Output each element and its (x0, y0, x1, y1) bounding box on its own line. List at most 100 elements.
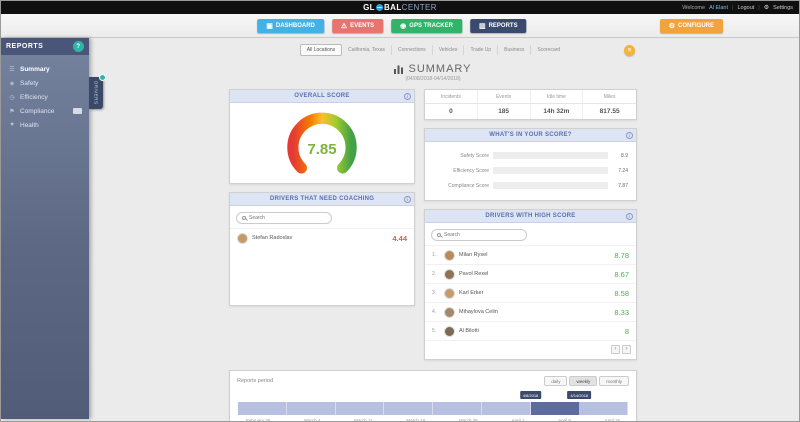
efficiency-score-value: 7.24 (618, 167, 628, 174)
driver-score: 8 (624, 326, 629, 336)
high-score-row[interactable]: 2. Pavol Rexel 8.67 (425, 264, 636, 283)
high-score-search-input[interactable] (444, 232, 521, 238)
tab-california-texas[interactable]: California, Texas (342, 45, 393, 55)
info-icon[interactable]: i (626, 212, 633, 220)
efficiency-score-track (493, 167, 608, 174)
welcome-label: Welcome (682, 4, 706, 11)
dashboard-button[interactable]: ▣ DASHBOARD (257, 19, 324, 33)
info-icon[interactable]: i (404, 195, 411, 203)
tab-business[interactable]: Business (498, 45, 532, 55)
reports-icon: ▥ (478, 22, 486, 30)
coaching-row[interactable]: Stefan Radoslav 4.44 (230, 228, 414, 247)
timeline-track[interactable] (238, 402, 628, 415)
daily-button[interactable]: daily (544, 376, 568, 386)
reports-period-card: Reports period daily weekly monthly 4/8/… (229, 370, 637, 422)
info-icon[interactable]: i (626, 131, 633, 139)
high-score-row[interactable]: 4. Mihaylova Celin 8.33 (425, 302, 636, 321)
sidebar-item-label: Summary (20, 65, 50, 73)
rank: 1. (432, 252, 437, 258)
driver-score: 8.67 (614, 269, 629, 279)
username: Al Elant (709, 4, 729, 11)
configure-icon: ⚙ (668, 22, 675, 30)
summary-icon: ☰ (9, 66, 15, 73)
timeline-segment (579, 402, 628, 415)
divider: | (732, 4, 734, 11)
axis-label: February 25 (246, 418, 271, 422)
axis-label: March 4 (304, 418, 321, 422)
drivers-badge-icon (99, 74, 106, 81)
idle-time-value: 14h 32m (531, 104, 584, 119)
logout-link[interactable]: Logout (737, 4, 755, 11)
sidebar-item-compliance[interactable]: ⚑ Compliance (1, 104, 89, 118)
high-score-row[interactable]: 3. Karl Erker 8.58 (425, 283, 636, 302)
logo-text-bal: BAL (383, 3, 402, 12)
coaching-search[interactable] (236, 212, 332, 224)
tab-trade-up[interactable]: Trade Up (464, 45, 499, 55)
high-score-row[interactable]: 5. Al Bilotti 8 (425, 321, 636, 340)
axis-label: March 18 (406, 418, 426, 422)
axis-label: April 8 (558, 418, 571, 422)
divider: | (758, 4, 760, 11)
driver-score: 4.44 (392, 233, 407, 243)
rank: 2. (432, 271, 437, 277)
events-label: Events (477, 90, 531, 104)
gauge-arc (287, 112, 357, 174)
sidebar-item-efficiency[interactable]: ◷ Efficiency (1, 90, 89, 104)
score-breakdown-title: WHAT'S IN YOUR SCORE? (489, 132, 572, 138)
score-breakdown-card: WHAT'S IN YOUR SCORE? i Safety Score 8.9… (424, 128, 637, 201)
sidebar-help-icon[interactable]: ? (73, 41, 84, 52)
app-logo: GL BAL CENTER (363, 1, 437, 14)
safety-score-row: Safety Score 8.9 (429, 148, 632, 163)
timeline-segment (433, 402, 482, 415)
reports-button[interactable]: ▥ REPORTS (469, 19, 527, 33)
avatar (444, 325, 455, 337)
gps-tracker-button[interactable]: ◉ GPS TRACKER (391, 19, 462, 33)
gps-tracker-label: GPS TRACKER (409, 23, 453, 29)
high-score-search[interactable] (431, 229, 527, 241)
tab-connections[interactable]: Connections (392, 45, 433, 55)
info-icon[interactable]: i (404, 92, 411, 100)
score-gauge: 7.85 (230, 103, 414, 183)
events-button[interactable]: ⚠ EVENTS (331, 19, 384, 33)
settings-link[interactable]: Settings (773, 4, 793, 11)
globe-icon (375, 4, 383, 11)
axis-label: April 1 (511, 418, 525, 422)
selected-range-handle[interactable] (530, 402, 580, 415)
high-score-row[interactable]: 1. Milan Rysel 8.78 (425, 245, 636, 264)
compliance-score-label: Compliance Score (448, 182, 489, 189)
sidebar-item-summary[interactable]: ☰ Summary (1, 62, 89, 76)
driver-name: Mihaylova Celin (459, 309, 498, 315)
miles-value: 817.55 (599, 108, 620, 115)
safety-score-value: 8.9 (621, 152, 628, 159)
quick-menu-icon[interactable]: ≡ (624, 45, 635, 56)
tab-vehicles[interactable]: Vehicles (433, 45, 465, 55)
efficiency-score-row: Efficiency Score 7.24 (429, 163, 632, 178)
tab-all-locations[interactable]: All Locations (299, 44, 343, 56)
overall-score-header: OVERALL SCORE i (230, 90, 414, 103)
sidebar-item-safety[interactable]: ◈ Safety (1, 76, 89, 90)
tab-scorecard[interactable]: Scorecard (537, 47, 561, 53)
settings-gear-icon: ⚙ (763, 5, 770, 11)
configure-button[interactable]: ⚙ CONFIGURE (659, 19, 723, 33)
avatar (237, 232, 248, 244)
sidebar-item-health[interactable]: ♥ Health (1, 118, 89, 132)
weekly-button[interactable]: weekly (569, 376, 598, 386)
safety-score-label: Safety Score (460, 152, 489, 159)
sidebar-item-label: Health (20, 121, 39, 129)
drivers-flyout-tab[interactable]: DRIVERS (89, 74, 106, 109)
coaching-search-input[interactable] (249, 215, 326, 221)
timeline-segment (287, 402, 336, 415)
prev-page-button[interactable]: ‹ (611, 345, 620, 354)
safety-score-track (493, 152, 608, 159)
axis-label: March 11 (354, 418, 373, 422)
compliance-score-track (493, 182, 608, 189)
coaching-title: DRIVERS THAT NEED COACHING (269, 196, 375, 202)
logo-text-center: CENTER (401, 3, 437, 12)
next-page-button[interactable]: › (622, 345, 631, 354)
high-score-header: DRIVERS WITH HIGH SCORE i (425, 210, 636, 223)
logo-text-gl: GL (363, 3, 375, 12)
coaching-header: DRIVERS THAT NEED COACHING i (230, 193, 414, 206)
efficiency-score-label: Efficiency Score (453, 167, 489, 174)
monthly-button[interactable]: monthly (599, 376, 629, 386)
